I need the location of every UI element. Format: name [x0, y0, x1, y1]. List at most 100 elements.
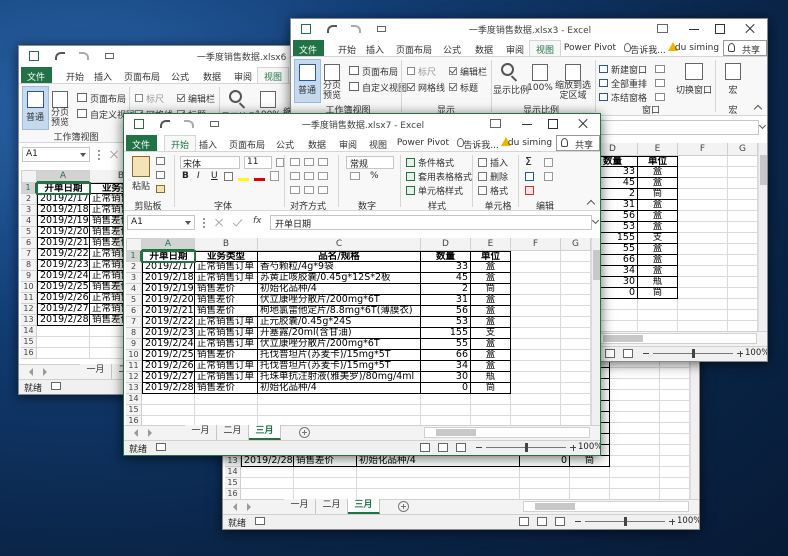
- cell[interactable]: 盒: [471, 361, 511, 372]
- cell[interactable]: 0: [520, 456, 570, 467]
- sheet-tab[interactable]: 一月: [80, 364, 112, 379]
- page-layout-button[interactable]: 页面布局: [362, 68, 399, 78]
- cell[interactable]: [728, 200, 758, 211]
- cell[interactable]: [610, 423, 660, 434]
- page-break-button[interactable]: 分页预览: [50, 108, 69, 128]
- underline-button[interactable]: U: [211, 171, 218, 181]
- cell[interactable]: [728, 211, 758, 222]
- ribbon-tab[interactable]: 视图: [535, 46, 554, 56]
- cell[interactable]: 2019/2/27: [37, 304, 90, 315]
- cell[interactable]: 0: [588, 288, 638, 299]
- cell[interactable]: 伏立康唑分散片/200mg*6T: [258, 295, 421, 306]
- page-break-button[interactable]: 分页预览: [322, 81, 341, 101]
- cell[interactable]: [728, 310, 758, 321]
- cell[interactable]: [660, 434, 690, 445]
- zoom-level[interactable]: 100%: [745, 348, 768, 358]
- cell[interactable]: 盒: [471, 273, 511, 284]
- cell[interactable]: [561, 328, 591, 339]
- cell[interactable]: 托珠单抗注射液(雅美罗)/80mg/4ml: [258, 372, 421, 383]
- name-box-text[interactable]: A1: [26, 149, 38, 159]
- font-size[interactable]: 11: [247, 157, 259, 167]
- cell[interactable]: 销售差价: [294, 456, 357, 467]
- cell[interactable]: 数量: [588, 156, 638, 167]
- cell[interactable]: 盒: [638, 266, 678, 277]
- row-header[interactable]: 11: [126, 361, 142, 372]
- cell[interactable]: [511, 284, 561, 295]
- ribbon-tab[interactable]: 页面布局: [395, 46, 432, 56]
- cell[interactable]: 2019/2/20: [142, 295, 195, 306]
- ribbon-tab[interactable]: 共享: [741, 46, 760, 56]
- number-format[interactable]: 常规: [350, 160, 369, 170]
- cell[interactable]: [660, 401, 690, 412]
- row-header[interactable]: 2: [126, 262, 142, 273]
- cell[interactable]: [678, 277, 728, 288]
- cell[interactable]: 34: [421, 361, 471, 372]
- row-header[interactable]: 5: [21, 227, 37, 238]
- cell[interactable]: 筒: [471, 284, 511, 295]
- cell[interactable]: 托伐普坦片(苏麦卡)/15mg*5T: [258, 350, 421, 361]
- ribbon-tab[interactable]: 审阅: [233, 73, 252, 83]
- cell[interactable]: [37, 348, 90, 359]
- custom-views-button[interactable]: 自定义视图: [90, 111, 136, 121]
- cell[interactable]: [660, 478, 690, 489]
- cell[interactable]: [588, 310, 638, 321]
- sheet-tab[interactable]: 三月: [348, 499, 380, 514]
- cell[interactable]: [678, 255, 728, 266]
- cell[interactable]: 瓶: [638, 277, 678, 288]
- macros-button[interactable]: 宏: [728, 86, 738, 96]
- format-button[interactable]: 格式: [490, 187, 509, 197]
- cell[interactable]: [561, 251, 591, 262]
- ribbon-tab[interactable]: 数据: [474, 46, 493, 56]
- cell[interactable]: 2019/2/20: [37, 227, 90, 238]
- cell[interactable]: 瓶: [471, 372, 511, 383]
- ribbon-tab[interactable]: 插入: [365, 46, 384, 56]
- file-tab[interactable]: 文件: [298, 46, 317, 56]
- cell[interactable]: 53: [588, 222, 638, 233]
- cell[interactable]: 2019/2/26: [142, 361, 195, 372]
- cell[interactable]: [511, 339, 561, 350]
- cell[interactable]: 香芍颗粒/4g*9袋: [258, 262, 421, 273]
- zoom-selection-button[interactable]: 缩放到选定区域: [554, 81, 591, 101]
- cell[interactable]: [421, 405, 471, 416]
- cell[interactable]: [728, 299, 758, 310]
- formula-bar-checkbox[interactable]: 编辑栏: [460, 68, 488, 78]
- cell[interactable]: 筒: [471, 383, 511, 394]
- cell[interactable]: 2019/2/24: [37, 271, 90, 282]
- row-header[interactable]: 4: [126, 284, 142, 295]
- cell[interactable]: [511, 251, 561, 262]
- cell[interactable]: 66: [588, 255, 638, 266]
- cell[interactable]: 盒: [638, 255, 678, 266]
- cell[interactable]: [511, 328, 561, 339]
- cell[interactable]: [511, 405, 561, 416]
- ruler-checkbox[interactable]: 标尺: [418, 68, 437, 78]
- cell[interactable]: 筒: [638, 288, 678, 299]
- row-header[interactable]: 11: [21, 293, 37, 304]
- cell[interactable]: 正常销售订单: [195, 317, 258, 328]
- cell[interactable]: [678, 200, 728, 211]
- row-header[interactable]: 14: [126, 394, 142, 405]
- cell[interactable]: 支: [471, 328, 511, 339]
- cell[interactable]: 56: [421, 306, 471, 317]
- cell[interactable]: [357, 478, 520, 489]
- column-header[interactable]: D: [421, 238, 471, 251]
- cell[interactable]: [678, 156, 728, 167]
- cell[interactable]: [678, 167, 728, 178]
- cell[interactable]: [142, 394, 195, 405]
- cell[interactable]: 销售差价: [195, 295, 258, 306]
- cell[interactable]: 正元胶囊/0.45g*24S: [258, 317, 421, 328]
- cell[interactable]: 盒: [471, 295, 511, 306]
- cell[interactable]: 正常销售订单: [195, 328, 258, 339]
- cell[interactable]: 业务类型: [195, 251, 258, 262]
- cell[interactable]: 2019/2/24: [142, 339, 195, 350]
- cell[interactable]: 开塞露/20ml(含甘油): [258, 328, 421, 339]
- ribbon-tab[interactable]: 公式: [442, 46, 461, 56]
- sheet-tab[interactable]: 二月: [316, 499, 348, 514]
- cell[interactable]: 55: [588, 244, 638, 255]
- row-header[interactable]: 7: [21, 249, 37, 260]
- cell[interactable]: 31: [421, 295, 471, 306]
- cell[interactable]: 155: [421, 328, 471, 339]
- ribbon-tab[interactable]: 开始: [170, 141, 189, 151]
- font-name[interactable]: 宋体: [183, 160, 202, 170]
- cell[interactable]: 2019/2/22: [142, 317, 195, 328]
- cell[interactable]: 2: [588, 189, 638, 200]
